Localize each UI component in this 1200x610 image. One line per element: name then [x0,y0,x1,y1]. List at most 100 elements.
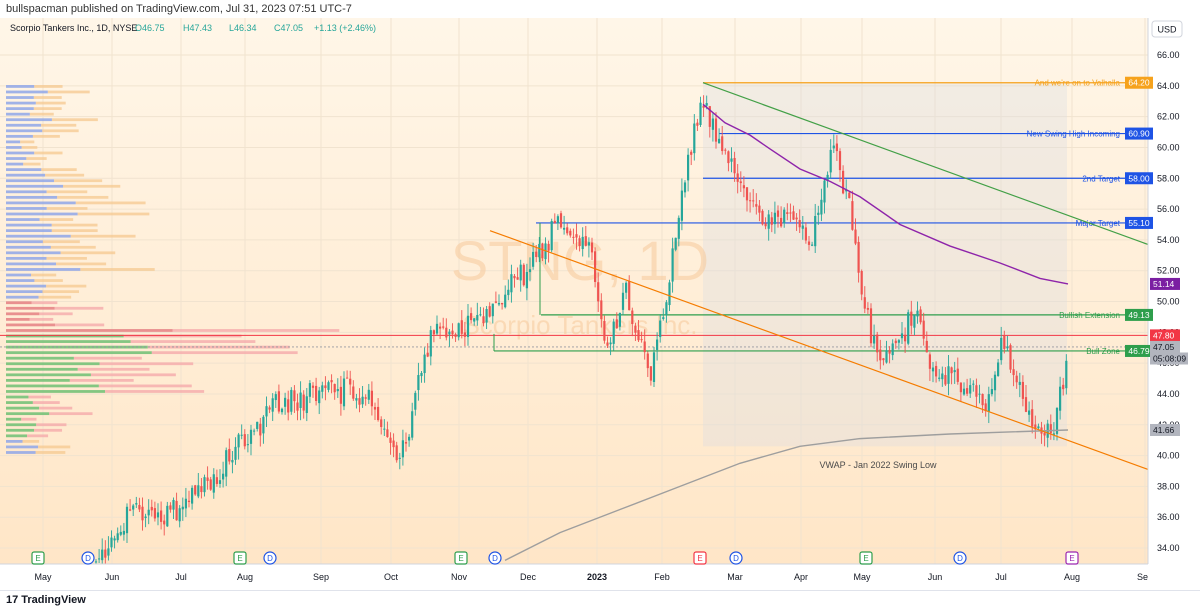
earnings-event-icon[interactable]: E [693,551,707,565]
profile-bar-left [6,240,43,244]
x-axis: May Jun Jul Aug Sep Oct Nov Dec 2023 Feb Mar Apr May… [0,563,1153,582]
candle-body [525,272,528,289]
candle-body [993,374,997,391]
candle-body [804,227,807,241]
dividend-event-icon[interactable]: D [953,551,967,565]
candle-body [364,397,367,399]
plot-background [0,18,1148,564]
candle-body [618,312,621,327]
dividend-event-icon[interactable]: D [263,551,277,565]
candle-body [1000,337,1003,361]
profile-bar-left [6,423,37,427]
candle-body [293,390,296,402]
candle-body [733,157,736,174]
profile-bar-right [151,351,298,355]
candle-body [234,446,237,460]
profile-bar-right [33,96,62,99]
candle-body [330,380,333,383]
profile-bar-right [70,234,136,238]
candle-body [966,388,969,394]
profile-bar-right [32,401,60,404]
profile-bar-right [41,123,77,127]
candle-body [776,210,780,217]
candle-body [107,548,110,556]
candle-body [981,393,984,406]
profile-bar-right [34,85,63,88]
level-price-text: 46.79 [1128,346,1150,356]
candle-body [835,143,838,152]
profile-bar-right [130,340,256,343]
candle-body [308,383,311,397]
candle-body [160,510,163,522]
candle-body [135,503,138,505]
chart-svg[interactable]: STNG, 1D Scorpio Tankers Inc. And we're … [0,18,1200,590]
candle-body [392,440,395,448]
legend-close: C47.05 [274,23,303,33]
profile-bar-right [34,279,63,282]
candle-body [420,372,423,377]
y-tick-label: 66.00 [1157,50,1180,60]
event-letter: D [267,554,273,563]
profile-bar-right [80,268,155,271]
profile-bar-left [6,118,52,122]
x-tick-label: Feb [654,572,670,582]
profile-bar-right [31,273,57,277]
currency-box[interactable]: USD [1151,20,1183,38]
earnings-event-icon[interactable]: E [1065,551,1079,565]
profile-bar-right [42,290,80,294]
y-tick-label: 58.00 [1157,173,1180,183]
x-tick-label: Oct [384,572,399,582]
earnings-event-icon[interactable]: E [31,551,45,565]
level-price-text: 58.00 [1128,173,1150,183]
y-tick-label: 56.00 [1157,204,1180,214]
x-tick-label: May [34,572,52,582]
candle-body [277,391,280,412]
dividend-event-icon[interactable]: D [488,551,502,565]
candle-body [708,106,711,127]
candle-body [321,385,324,392]
candle-body [693,123,696,154]
candle-body [519,264,522,281]
candle-body [1012,369,1015,376]
candle-body [116,533,119,541]
candle-body [113,538,116,541]
candle-body [1006,346,1009,349]
candle-body [299,392,302,408]
candle-body [674,237,677,250]
dividend-event-icon[interactable]: D [729,551,743,565]
earnings-event-icon[interactable]: E [454,551,468,565]
moving-average-line [702,103,1069,285]
profile-bar-right [57,195,109,199]
level-price-text: 49.13 [1128,310,1150,320]
earnings-event-icon[interactable]: E [859,551,873,565]
profile-bar-left [6,112,30,116]
candle-body [274,394,277,401]
profile-bar-right [23,162,41,166]
candle-body [138,504,141,510]
profile-bar-right [21,146,38,149]
candle-body [581,236,584,250]
horizontal-levels: And we're on to Valhalla New Swing High I… [0,79,1148,356]
level-price-tag [1125,216,1153,229]
profile-bar-left [6,451,36,454]
candle-body [184,498,187,509]
dividend-event-icon[interactable]: D [81,551,95,565]
price-chart[interactable]: STNG, 1D Scorpio Tankers Inc. And we're … [0,18,1200,590]
candle-body [491,303,494,317]
candle-body [284,397,287,407]
candle-body [575,234,578,238]
candle-body [587,242,590,246]
candle-body [910,311,913,326]
profile-bar-left [6,428,35,432]
y-tick-label: 50.00 [1157,297,1180,307]
candle-body [606,342,609,346]
tradingview-logo[interactable]: 17 TradingView [6,594,86,606]
candle-body [370,390,373,407]
candle-body [209,479,212,490]
earnings-event-icon[interactable]: E [233,551,247,565]
y-tick-label: 62.00 [1157,112,1180,122]
profile-bar-right [26,157,47,160]
event-letter: E [35,554,40,563]
candle-body [1003,335,1006,349]
